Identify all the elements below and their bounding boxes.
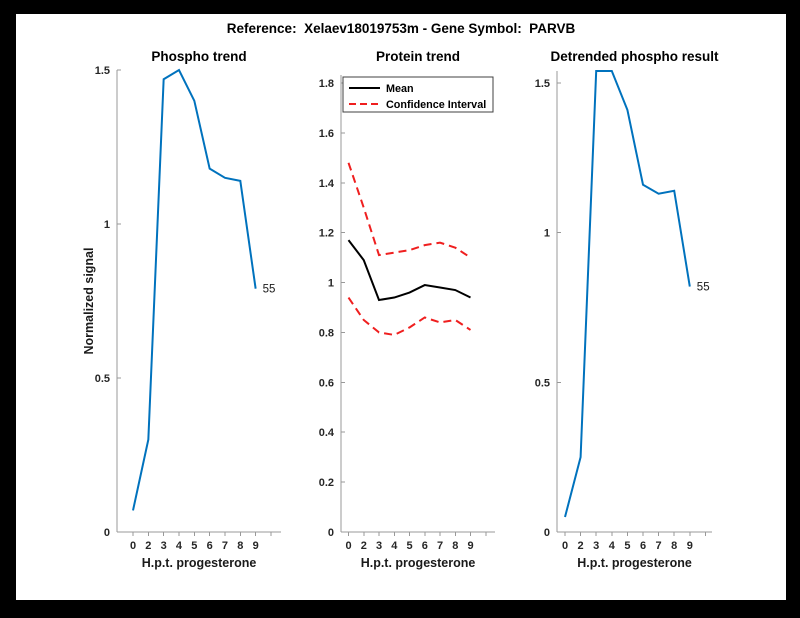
x-axis-label: H.p.t. progesterone: [361, 556, 476, 570]
x-tick-label: 4: [609, 540, 616, 552]
y-tick-label: 1: [328, 278, 334, 290]
x-tick-label: 6: [207, 540, 213, 552]
y-tick-label: 0.5: [95, 373, 110, 385]
x-tick-label: 7: [222, 540, 228, 552]
y-tick-label: 1.6: [319, 128, 334, 140]
x-tick-label: 3: [161, 540, 167, 552]
x-tick-label: 5: [191, 540, 197, 552]
y-tick-label: 0: [544, 527, 550, 539]
x-tick-label: 5: [624, 540, 630, 552]
series-line-confidence-interval: [347, 162, 472, 259]
x-tick-label: 6: [422, 540, 428, 552]
x-axis-label: H.p.t. progesterone: [577, 556, 692, 570]
x-tick-label: 2: [145, 540, 151, 552]
x-tick-label: 0: [130, 540, 136, 552]
endpoint-annotation: 55: [263, 284, 276, 296]
x-tick-label: 3: [376, 540, 382, 552]
x-tick-label: 0: [562, 540, 568, 552]
legend-box: [342, 76, 494, 113]
x-tick-label: 3: [593, 540, 599, 552]
x-tick-label: 5: [406, 540, 412, 552]
subplot-title: Protein trend: [376, 49, 460, 64]
y-tick-label: 0.4: [319, 427, 335, 439]
y-tick-label: 0.5: [535, 377, 550, 389]
y-tick-label: 1.2: [319, 228, 334, 240]
x-tick-label: 8: [237, 540, 243, 552]
endpoint-annotation: 55: [697, 282, 710, 294]
x-axis-label: H.p.t. progesterone: [142, 556, 257, 570]
legend-label: Confidence Interval: [386, 99, 486, 111]
x-tick-label: 7: [437, 540, 443, 552]
x-tick-label: 9: [253, 540, 259, 552]
y-tick-label: 1.5: [95, 65, 110, 77]
x-tick-label: 8: [671, 540, 677, 552]
series-line-mean: [347, 239, 471, 302]
x-tick-label: 4: [391, 540, 398, 552]
x-tick-label: 2: [361, 540, 367, 552]
y-tick-label: 0: [328, 527, 334, 539]
x-tick-label: 4: [176, 540, 183, 552]
x-tick-label: 6: [640, 540, 646, 552]
x-tick-label: 0: [345, 540, 351, 552]
x-tick-label: 9: [687, 540, 693, 552]
x-tick-label: 7: [656, 540, 662, 552]
figure-title: Reference: Xelaev18019753m - Gene Symbol…: [226, 21, 576, 36]
y-tick-label: 0.6: [319, 377, 334, 389]
x-tick-label: 9: [467, 540, 473, 552]
y-tick-label: 1.4: [319, 178, 335, 190]
subplot-title: Phospho trend: [151, 49, 246, 64]
y-tick-label: 1: [544, 228, 550, 240]
series-line-confidence-interval: [347, 296, 472, 336]
y-tick-label: 1.5: [535, 78, 550, 90]
series-line-phospho-signal: [132, 68, 257, 511]
y-axis-label: Normalized signal: [82, 248, 96, 355]
subplot-title: Detrended phospho result: [550, 49, 719, 64]
series-line-detrended-phospho-signal: [564, 70, 691, 518]
x-tick-label: 8: [452, 540, 458, 552]
y-tick-label: 0: [104, 527, 110, 539]
x-tick-label: 2: [578, 540, 584, 552]
y-tick-label: 0.8: [319, 327, 334, 339]
legend-label: Mean: [386, 83, 414, 95]
y-tick-label: 1: [104, 219, 110, 231]
y-tick-label: 1.8: [319, 78, 334, 90]
y-tick-label: 0.2: [319, 477, 334, 489]
